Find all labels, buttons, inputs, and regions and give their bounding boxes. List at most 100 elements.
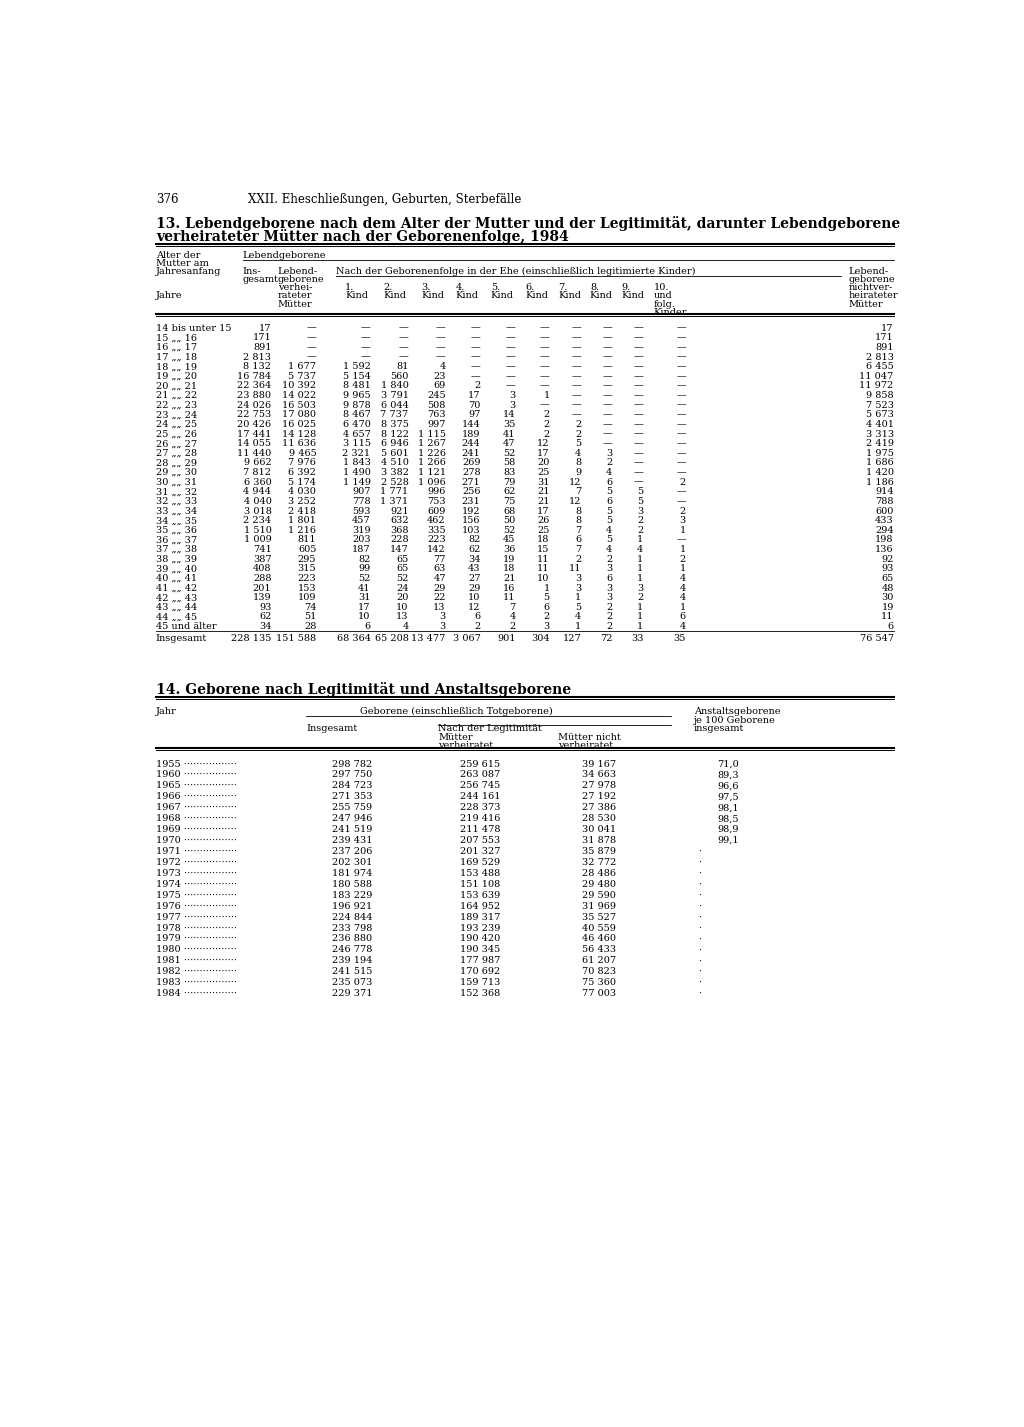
Text: Kind: Kind [421, 291, 444, 300]
Text: 11: 11 [503, 594, 515, 602]
Text: 164 952: 164 952 [460, 902, 500, 910]
Text: 16 784: 16 784 [238, 372, 271, 381]
Text: 25: 25 [538, 525, 550, 535]
Text: 12: 12 [569, 497, 582, 507]
Text: ·: · [697, 989, 700, 997]
Text: —: — [571, 381, 582, 391]
Text: 68 364: 68 364 [337, 634, 371, 644]
Text: —: — [676, 362, 686, 371]
Text: 34: 34 [259, 622, 271, 631]
Text: 189: 189 [462, 430, 480, 438]
Text: 7 812: 7 812 [244, 468, 271, 477]
Text: 778: 778 [352, 497, 371, 507]
Text: 22: 22 [433, 594, 445, 602]
Text: 256: 256 [462, 488, 480, 497]
Text: 239 431: 239 431 [332, 836, 372, 845]
Text: —: — [398, 324, 409, 332]
Text: Mütter: Mütter [849, 300, 884, 308]
Text: 1 592: 1 592 [343, 362, 371, 371]
Text: 17: 17 [538, 450, 550, 458]
Text: 39 167: 39 167 [582, 759, 616, 769]
Text: 1 115: 1 115 [418, 430, 445, 438]
Text: 1970 ·················: 1970 ················· [156, 836, 237, 845]
Text: 2: 2 [575, 555, 582, 564]
Text: 193 239: 193 239 [460, 923, 500, 932]
Text: 11: 11 [538, 564, 550, 574]
Text: —: — [603, 401, 612, 410]
Text: 462: 462 [427, 517, 445, 525]
Text: 1.: 1. [345, 283, 354, 293]
Text: 44 „„ 45: 44 „„ 45 [156, 612, 197, 621]
Text: 6 392: 6 392 [289, 468, 316, 477]
Text: 271 353: 271 353 [332, 792, 372, 802]
Text: 1: 1 [544, 584, 550, 592]
Text: 605: 605 [298, 545, 316, 554]
Text: —: — [306, 342, 316, 352]
Text: —: — [360, 334, 371, 342]
Text: 387: 387 [253, 555, 271, 564]
Text: 10: 10 [396, 602, 409, 612]
Text: —: — [603, 381, 612, 391]
Text: 2: 2 [606, 612, 612, 621]
Text: 17: 17 [882, 324, 894, 332]
Text: Nach der Legitimität: Nach der Legitimität [438, 723, 542, 733]
Text: 3 382: 3 382 [381, 468, 409, 477]
Text: 171: 171 [874, 334, 894, 342]
Text: —: — [603, 430, 612, 438]
Text: —: — [540, 401, 550, 410]
Text: 1: 1 [637, 555, 643, 564]
Text: 29 590: 29 590 [583, 890, 616, 900]
Text: 13: 13 [433, 602, 445, 612]
Text: 27 978: 27 978 [582, 782, 616, 791]
Text: 10: 10 [358, 612, 371, 621]
Text: 4: 4 [606, 468, 612, 477]
Text: 97,5: 97,5 [717, 792, 738, 802]
Text: 12: 12 [468, 602, 480, 612]
Text: 62: 62 [468, 545, 480, 554]
Text: verhei-: verhei- [278, 283, 312, 293]
Text: 18 „„ 19: 18 „„ 19 [156, 362, 197, 371]
Text: —: — [634, 430, 643, 438]
Text: 93: 93 [259, 602, 271, 612]
Text: 3 067: 3 067 [453, 634, 480, 644]
Text: 19: 19 [503, 555, 515, 564]
Text: 9 465: 9 465 [289, 450, 316, 458]
Text: —: — [571, 334, 582, 342]
Text: 891: 891 [253, 342, 271, 352]
Text: 9: 9 [575, 468, 582, 477]
Text: —: — [634, 478, 643, 487]
Text: 4: 4 [680, 584, 686, 592]
Text: 33: 33 [631, 634, 643, 644]
Text: 3: 3 [680, 517, 686, 525]
Text: —: — [634, 342, 643, 352]
Text: 32 772: 32 772 [582, 858, 616, 868]
Text: 17 „„ 18: 17 „„ 18 [156, 352, 197, 361]
Text: 21: 21 [538, 497, 550, 507]
Text: 5: 5 [606, 517, 612, 525]
Text: 27 „„ 28: 27 „„ 28 [156, 450, 197, 458]
Text: 52: 52 [358, 574, 371, 584]
Text: 2 418: 2 418 [289, 507, 316, 515]
Text: 7: 7 [575, 525, 582, 535]
Text: 9 965: 9 965 [343, 391, 371, 400]
Text: 17: 17 [259, 324, 271, 332]
Text: 34 663: 34 663 [582, 771, 616, 779]
Text: 18: 18 [538, 535, 550, 545]
Text: 35: 35 [503, 420, 515, 430]
Text: 228: 228 [390, 535, 409, 545]
Text: 304: 304 [531, 634, 550, 644]
Text: 181 974: 181 974 [332, 869, 372, 878]
Text: Kind: Kind [456, 291, 479, 300]
Text: 8 467: 8 467 [343, 411, 371, 420]
Text: 10.: 10. [653, 283, 669, 293]
Text: 244: 244 [462, 440, 480, 448]
Text: 763: 763 [427, 411, 445, 420]
Text: 2: 2 [544, 430, 550, 438]
Text: 192: 192 [462, 507, 480, 515]
Text: Insgesamt: Insgesamt [306, 723, 357, 733]
Text: 99,1: 99,1 [717, 836, 738, 845]
Text: 23: 23 [433, 372, 445, 381]
Text: —: — [634, 334, 643, 342]
Text: 3: 3 [606, 594, 612, 602]
Text: 16 „„ 17: 16 „„ 17 [156, 342, 197, 352]
